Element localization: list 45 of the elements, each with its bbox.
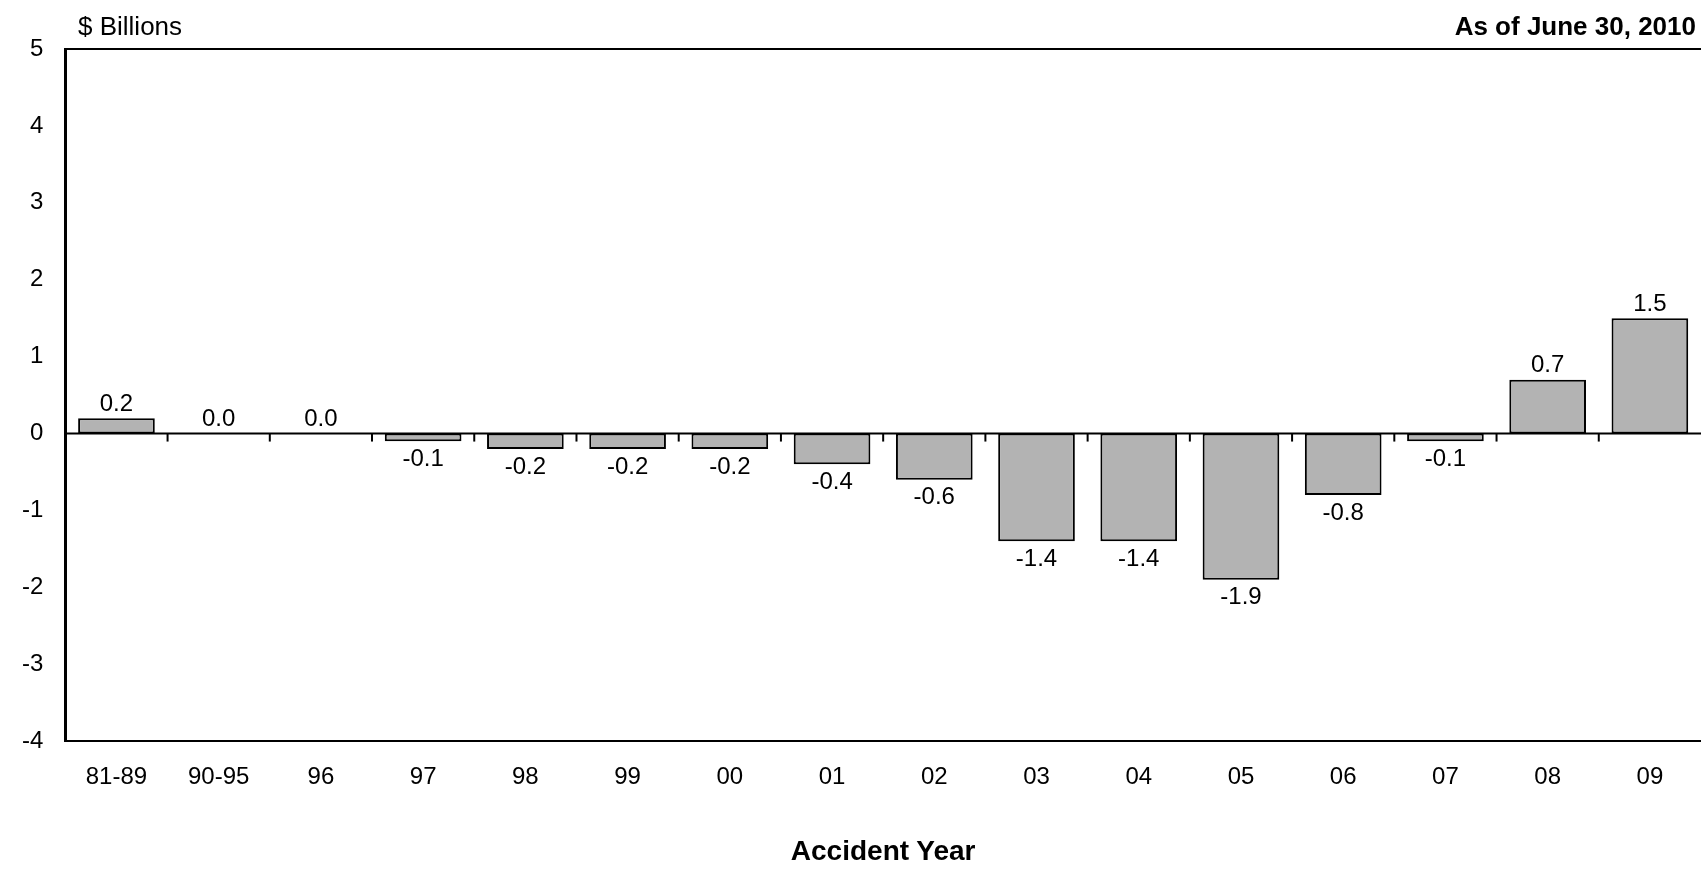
x-tick-label: 06 <box>1329 762 1357 790</box>
x-tick-label: 99 <box>614 762 641 790</box>
y-tick-label: 2 <box>29 264 44 292</box>
y-tick-label: -1 <box>22 495 44 523</box>
y-tick-label: 5 <box>29 33 44 61</box>
x-tick-label: 03 <box>1023 762 1050 790</box>
data-label: 0.7 <box>1530 350 1565 378</box>
data-label: 0.2 <box>99 388 134 416</box>
x-tick-label: 04 <box>1125 762 1153 790</box>
x-tick-label: 08 <box>1534 762 1562 790</box>
data-label: -0.8 <box>1322 497 1364 525</box>
text: As of June 30, 2010 <box>1454 11 1696 42</box>
x-tick-label: 05 <box>1227 762 1255 790</box>
y-tick-label: 0 <box>29 418 44 446</box>
x-tick-label: 98 <box>512 762 539 790</box>
data-label: -1.4 <box>1118 543 1160 571</box>
data-label: -1.4 <box>1015 543 1058 571</box>
x-tick-label: 02 <box>920 762 948 790</box>
x-tick-label: 07 <box>1432 762 1459 790</box>
x-axis-title: Accident Year <box>790 834 976 866</box>
data-label: -0.2 <box>606 451 649 479</box>
x-tick-label: 90-95 <box>187 762 250 790</box>
y-tick-label: -2 <box>22 572 44 599</box>
data-label: -0.4 <box>811 466 853 494</box>
y-tick-label: -4 <box>22 725 44 753</box>
data-label: -0.6 <box>913 482 955 510</box>
y-tick-label: 3 <box>29 187 44 215</box>
data-label: -0.1 <box>402 443 444 471</box>
data-label: -1.9 <box>1220 582 1262 610</box>
y-tick-label: 4 <box>29 110 44 138</box>
x-tick-label: 01 <box>818 762 846 790</box>
data-label: 1.5 <box>1633 288 1667 316</box>
x-tick-label: 96 <box>307 762 335 790</box>
x-tick-label: 81-89 <box>85 762 148 790</box>
y-tick-label: 1 <box>29 341 44 369</box>
data-label: 0.0 <box>202 404 236 432</box>
data-label: -0.1 <box>1424 443 1467 471</box>
y-tick-label: -3 <box>22 648 44 676</box>
x-tick-label: 09 <box>1636 762 1664 790</box>
x-tick-label: 97 <box>409 762 437 790</box>
data-label: 0.0 <box>304 404 338 432</box>
data-label: -0.2 <box>709 451 751 479</box>
x-tick-label: 00 <box>716 762 744 790</box>
data-label: -0.2 <box>504 451 547 479</box>
y-axis-title: $ Billions <box>78 11 183 42</box>
